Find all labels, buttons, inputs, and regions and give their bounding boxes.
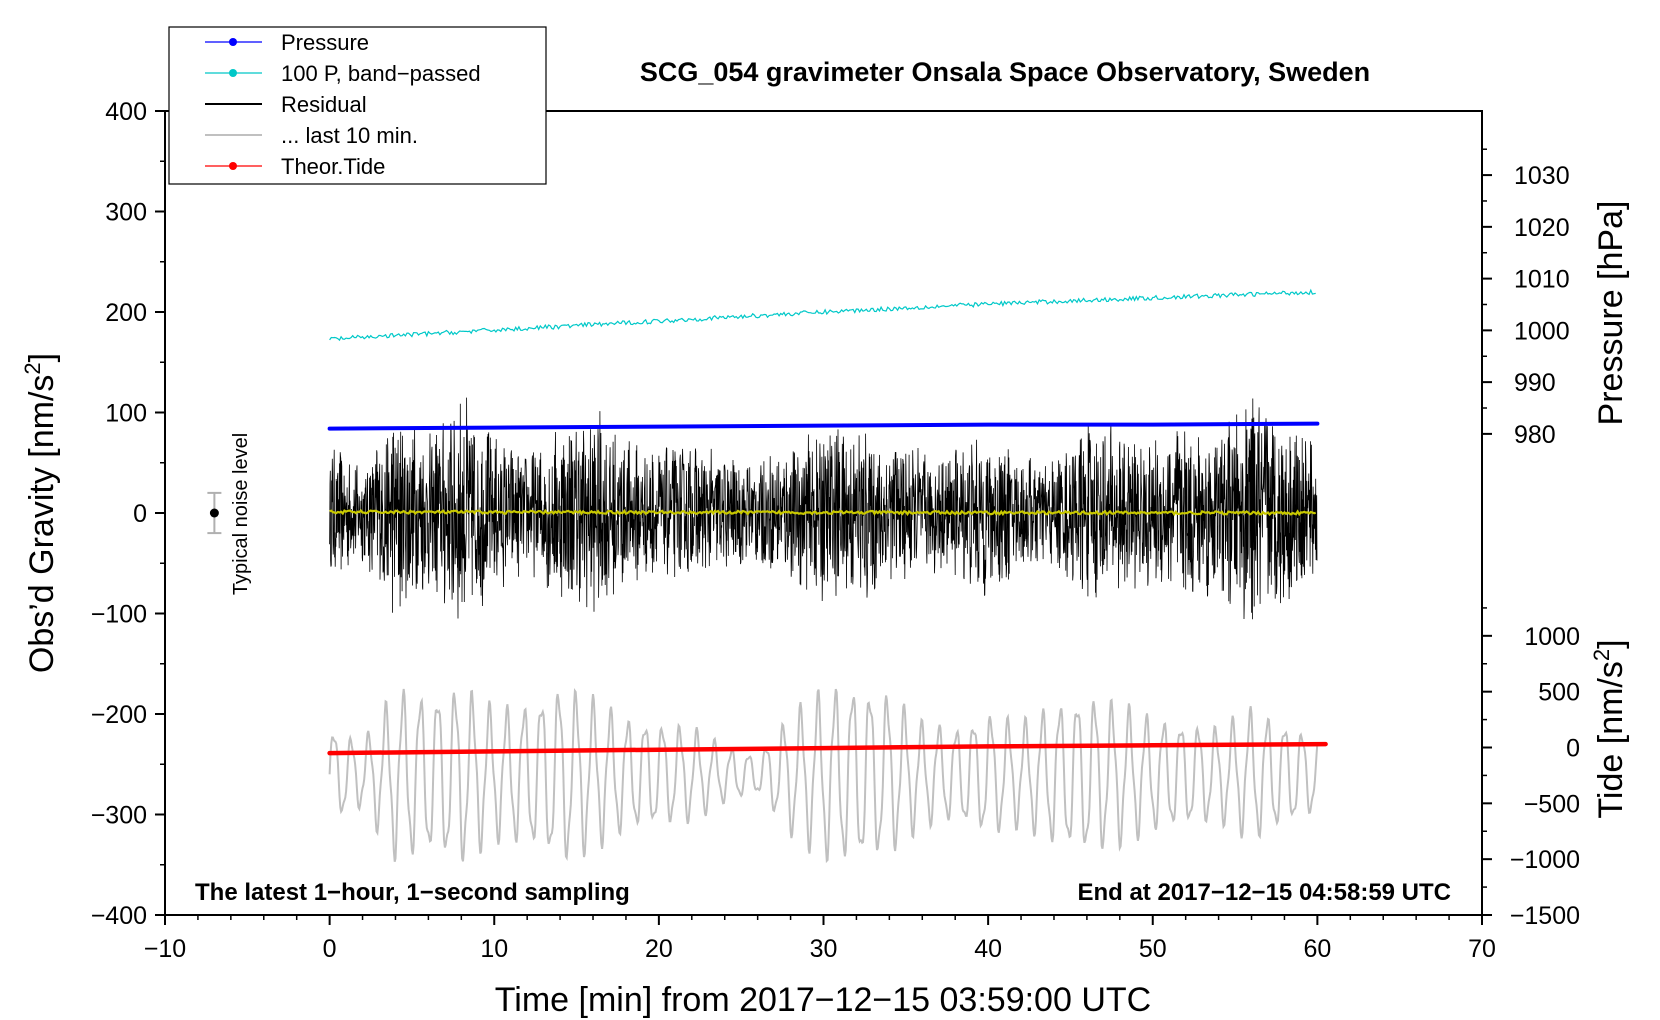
noise-bar-center: [209, 508, 219, 518]
chart-title: SCG_054 gravimeter Onsala Space Observat…: [640, 57, 1370, 87]
legend-box: [168, 26, 547, 185]
series-pressure-band-passed: [329, 288, 1316, 342]
series-last-10-min: [328, 688, 1319, 864]
tide-tick-label: −500: [1524, 790, 1580, 818]
x-tick-label: −10: [144, 935, 186, 963]
y-axis-label-left: Obs’d Gravity [nm/s2]: [20, 353, 61, 673]
tick-layer: −10 0 10 20 30 40 50 60 704003002001000−100−200−…: [91, 98, 1580, 963]
y-tick-label: 200: [105, 299, 147, 327]
series-pressure: [327, 421, 1320, 431]
x-tick-label: 20: [645, 935, 673, 963]
pressure-tick-label: 1000: [1514, 317, 1570, 345]
legend-label: ... last 10 min.: [281, 123, 418, 148]
x-tick-label: 60: [1303, 935, 1331, 963]
pressure-tick-label: 980: [1514, 421, 1556, 449]
noise-indicator: [207, 491, 222, 535]
y-axis-label-tide-sup: 2: [1589, 649, 1614, 661]
y-tick-label: −200: [91, 701, 147, 729]
legend-swatch-marker: [229, 69, 237, 77]
noise-label: Typical noise level: [230, 433, 252, 595]
legend-label: Residual: [281, 92, 367, 117]
tide-tick-label: −1000: [1510, 846, 1580, 874]
pressure-tick-label: 1010: [1514, 266, 1570, 294]
note-end-time: End at 2017−12−15 04:58:59 UTC: [1077, 879, 1451, 906]
legend-label: Theor.Tide: [281, 154, 385, 179]
y-tick-label: 100: [105, 400, 147, 428]
pressure-tick-label: 990: [1514, 369, 1556, 397]
series-layer: [327, 288, 1328, 864]
series-residual-mean: [329, 508, 1316, 517]
legend-label: Pressure: [281, 30, 369, 55]
y-axis-label-tide-end: ]: [1592, 639, 1630, 648]
tide-tick-label: 1000: [1524, 623, 1580, 651]
legend-swatch-marker: [229, 38, 237, 46]
y-tick-label: −300: [91, 802, 147, 830]
pressure-tick-label: 1030: [1514, 162, 1570, 190]
x-axis-label: Time [min] from 2017−12−15 03:59:00 UTC: [495, 981, 1151, 1019]
x-tick-label: 40: [974, 935, 1002, 963]
y-axis-label-tide: Tide [nm/s2]: [1589, 639, 1630, 818]
tide-tick-label: 0: [1566, 735, 1580, 763]
y-axis-label-left-main: Obs’d Gravity [nm/s: [23, 375, 61, 674]
x-tick-label: 0: [323, 935, 337, 963]
tide-tick-label: −1500: [1510, 902, 1580, 930]
y-tick-label: 0: [133, 500, 147, 528]
y-tick-label: 400: [105, 98, 147, 126]
y-axis-label-left-end: ]: [23, 353, 61, 362]
y-tick-label: −100: [91, 601, 147, 629]
series-theoretical-tide: [327, 741, 1328, 756]
pressure-tick-label: 1020: [1514, 214, 1570, 242]
y-tick-label: 300: [105, 199, 147, 227]
y-axis-label-left-sup: 2: [20, 362, 45, 374]
series-residual: [329, 397, 1318, 620]
tide-tick-label: 500: [1538, 679, 1580, 707]
y-tick-label: −400: [91, 902, 147, 930]
legend-swatch-marker: [229, 162, 237, 170]
legend: Pressure 100 P, band−passed Residual ... la…: [168, 26, 547, 185]
note-sampling: The latest 1−hour, 1−second sampling: [195, 879, 630, 906]
x-tick-label: 10: [480, 935, 508, 963]
y-axis-label-tide-main: Tide [nm/s: [1592, 661, 1630, 818]
x-tick-label: 30: [810, 935, 838, 963]
legend-label: 100 P, band−passed: [281, 61, 481, 86]
y-axis-label-pressure: Pressure [hPa]: [1592, 201, 1630, 426]
x-tick-label: 70: [1468, 935, 1496, 963]
x-tick-label: 50: [1139, 935, 1167, 963]
